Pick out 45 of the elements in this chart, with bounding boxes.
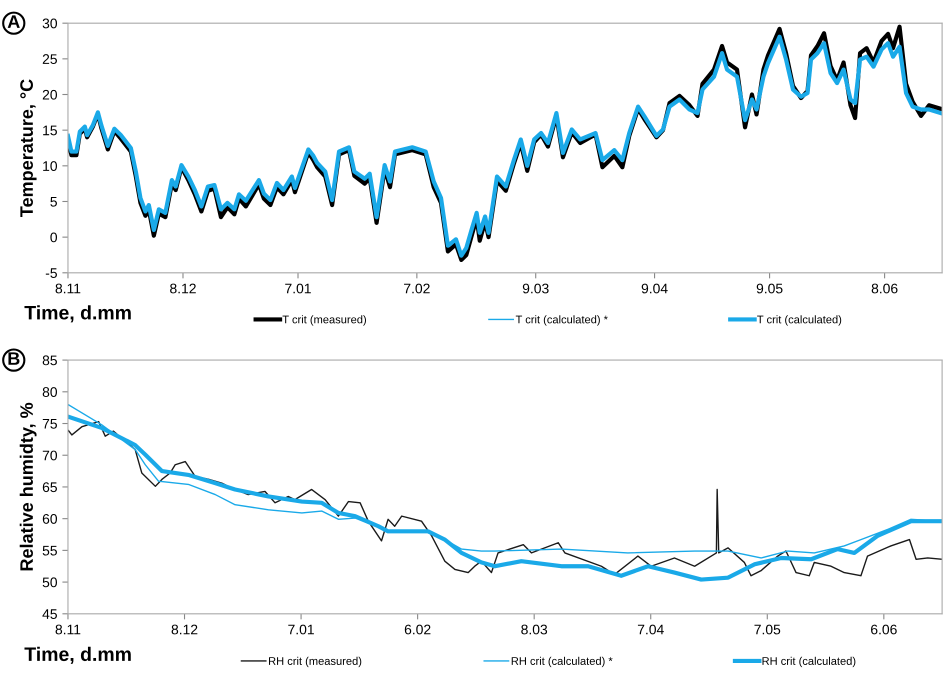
x-tick-label: 8.12 (172, 624, 198, 634)
y-tick-label: 80 (42, 387, 58, 397)
text: B (8, 352, 20, 365)
y-tick-label: 60 (42, 514, 58, 524)
y-tick-label: 10 (43, 161, 58, 171)
y-axis-title: Relative humidty, % (20, 402, 37, 570)
legend-label: T crit (calculated) (757, 315, 842, 326)
legend-label: RH crit (calculated) (762, 656, 856, 668)
x-axis-title: Time, d.mm (24, 646, 131, 664)
y-tick-label: 55 (42, 546, 57, 556)
x-tick-label: 9.05 (756, 284, 783, 294)
x-tick-label: 9.04 (642, 284, 668, 294)
y-tick-label: 65 (42, 482, 57, 492)
y-tick-label: 15 (43, 126, 57, 136)
y-tick-label: 45 (42, 609, 57, 619)
x-tick-label: 7.01 (285, 284, 311, 294)
y-tick-label: 0 (50, 232, 58, 242)
y-tick-label: 25 (42, 54, 57, 64)
x-tick-label: 7.05 (754, 624, 780, 634)
y-tick-label: 70 (42, 450, 58, 460)
x-tick-label: 7.01 (288, 624, 314, 634)
x-tick-label: 8.12 (170, 284, 196, 294)
x-tick-label: 8.11 (56, 624, 80, 634)
y-tick-label: 50 (42, 577, 58, 588)
x-tick-label: 8.06 (872, 284, 898, 294)
x-tick-label: 6.02 (404, 624, 430, 634)
y-tick-label: 85 (42, 355, 57, 366)
legend-label: RH crit (measured) (269, 656, 362, 668)
x-axis-title: Time, d.mm (24, 305, 131, 322)
x-tick-label: 6.06 (871, 624, 897, 634)
x-tick-label: 9.03 (522, 284, 549, 294)
legend-label: T crit (calculated) * (516, 315, 608, 326)
x-tick-label: 8.03 (521, 624, 548, 634)
y-tick-label: 5 (50, 196, 57, 207)
legend-label: T crit (measured) (282, 315, 366, 326)
x-tick-label: 7.04 (638, 624, 664, 634)
y-axis-title: Temperature, °C (20, 79, 37, 217)
y-tick-label: 30 (42, 18, 58, 28)
x-tick-label: 7.02 (404, 284, 430, 294)
x-tick-label: 8.11 (56, 284, 80, 294)
y-tick-label: 20 (42, 90, 58, 100)
y-tick-label: 75 (42, 419, 57, 429)
text: A (8, 15, 20, 28)
y-tick-label: -5 (46, 268, 57, 278)
legend-label: RH crit (calculated) * (512, 656, 613, 668)
